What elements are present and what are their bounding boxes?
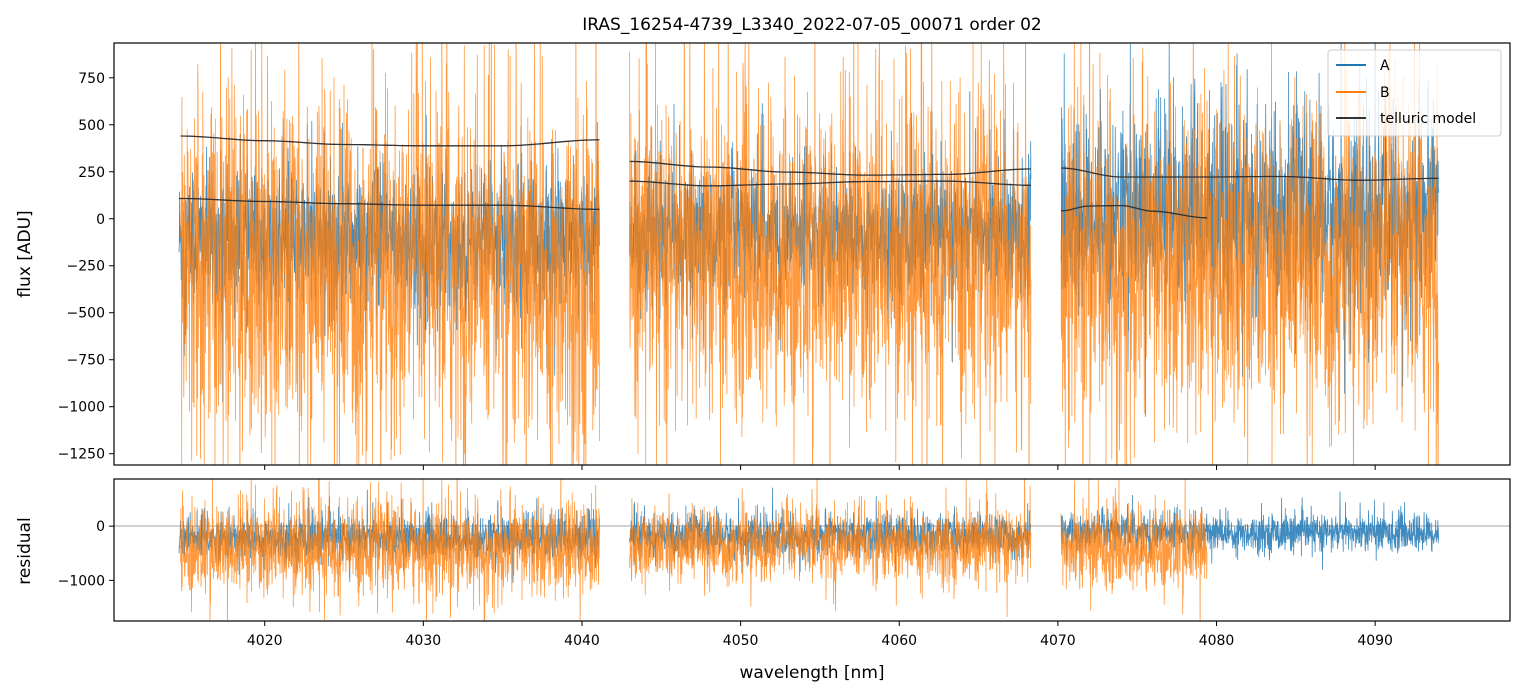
chart-title: IRAS_16254-4739_L3340_2022-07-05_00071 o… <box>582 15 1041 35</box>
top-series-B <box>180 43 1439 465</box>
telluric-model-A-curve-1 <box>179 197 600 211</box>
legend-label-model: telluric model <box>1380 111 1476 127</box>
top-y-tick-label: −750 <box>67 353 105 369</box>
top-y-tick-label: 0 <box>96 212 105 228</box>
telluric-model-B-curve-1 <box>180 135 600 147</box>
telluric-model-A-curve-3 <box>1061 167 1439 181</box>
bottom-series-B <box>180 479 1208 621</box>
top-y-tick-label: 250 <box>78 165 105 181</box>
bottom-axes-frame <box>113 478 1511 622</box>
top-data <box>178 43 1439 465</box>
top-series-B-segment-3 <box>1060 43 1439 465</box>
bottom-y-tick-label: −1000 <box>58 573 105 589</box>
x-tick-label: 4030 <box>406 633 442 649</box>
top-y-axis-label: flux [ADU] <box>15 210 35 297</box>
legend-box <box>1327 49 1502 137</box>
legend-label-B: B <box>1380 85 1390 101</box>
top-y-tick-label: −1250 <box>58 447 105 463</box>
top-y-tick-label: −250 <box>67 259 105 275</box>
telluric-model-A-curve-2 <box>629 160 1031 176</box>
top-y-tick-label: 500 <box>78 118 105 134</box>
legend-label-A: A <box>1380 58 1390 74</box>
bottom-data <box>114 479 1510 621</box>
bottom-y-axis-label: residual <box>15 517 35 584</box>
bottom-series-B-segment-1 <box>180 479 600 621</box>
telluric-model-B-curve-3 <box>1061 204 1207 219</box>
bottom-y-ticks: −1000 0 <box>58 519 114 589</box>
x-tick-label: 4090 <box>1357 633 1393 649</box>
top-series-B-segment-2 <box>629 43 1032 465</box>
top-axes-frame <box>113 42 1511 466</box>
top-series-B-segment-1 <box>180 43 600 465</box>
telluric-model-B-curve-2 <box>629 180 1031 187</box>
top-y-tick-label: −500 <box>67 306 105 322</box>
top-telluric-model <box>179 135 1439 219</box>
top-panel: −1250 −1000 −750 −500 −250 0 250 500 750 flux [A… <box>15 42 1511 470</box>
top-x-ticks <box>264 465 1376 470</box>
x-tick-label: 4080 <box>1199 633 1235 649</box>
bottom-series-B-segment-2 <box>629 479 1032 618</box>
top-y-tick-label: 750 <box>78 71 105 87</box>
top-y-ticks: −1250 −1000 −750 −500 −250 0 250 500 750 <box>58 71 114 463</box>
x-tick-label: 4050 <box>723 633 759 649</box>
x-tick-label: 4040 <box>564 633 600 649</box>
bottom-y-tick-label: 0 <box>96 519 105 535</box>
x-tick-label: 4020 <box>247 633 283 649</box>
top-y-tick-label: −1000 <box>58 400 105 416</box>
bottom-x-ticks: 4020 4030 4040 4050 4060 4070 4080 4090 <box>247 621 1393 649</box>
x-tick-label: 4060 <box>881 633 917 649</box>
x-tick-label: 4070 <box>1040 633 1076 649</box>
bottom-series-B-segment-3 <box>1060 479 1208 621</box>
legend: A B telluric model <box>1327 49 1502 137</box>
x-axis-label: wavelength [nm] <box>739 663 884 683</box>
bottom-series-A-segment-3 <box>1060 491 1439 570</box>
